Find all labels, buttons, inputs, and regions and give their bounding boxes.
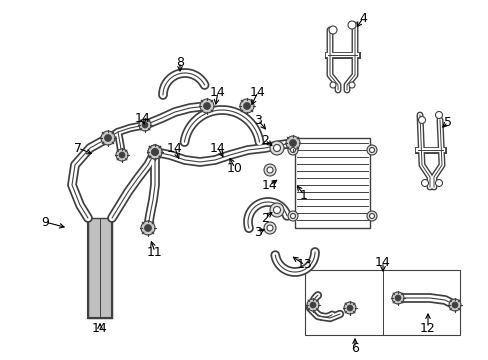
- Circle shape: [451, 302, 457, 308]
- Circle shape: [343, 302, 355, 314]
- Circle shape: [148, 145, 162, 159]
- Circle shape: [309, 302, 315, 308]
- Circle shape: [289, 140, 296, 147]
- Circle shape: [200, 99, 214, 113]
- Circle shape: [142, 122, 148, 128]
- Bar: [88, 218, 112, 318]
- Text: 11: 11: [147, 246, 163, 258]
- Circle shape: [329, 82, 335, 88]
- Text: 13: 13: [297, 258, 312, 271]
- Circle shape: [264, 164, 275, 176]
- Text: 14: 14: [374, 256, 390, 269]
- Circle shape: [285, 136, 299, 150]
- Text: 8: 8: [176, 55, 183, 68]
- Text: 2: 2: [261, 212, 268, 225]
- Circle shape: [328, 26, 336, 34]
- Text: 12: 12: [419, 321, 435, 334]
- Circle shape: [394, 295, 400, 301]
- Text: 14: 14: [210, 86, 225, 99]
- Circle shape: [346, 305, 352, 311]
- Text: 5: 5: [443, 116, 451, 129]
- Circle shape: [348, 82, 354, 88]
- Circle shape: [369, 213, 374, 219]
- Bar: [305, 270, 459, 335]
- Circle shape: [266, 167, 272, 173]
- Text: 14: 14: [167, 141, 183, 154]
- Text: 1: 1: [300, 189, 307, 202]
- Circle shape: [287, 145, 297, 155]
- Text: 4: 4: [358, 12, 366, 24]
- Circle shape: [290, 148, 295, 153]
- Circle shape: [391, 292, 403, 304]
- Text: 14: 14: [262, 179, 277, 192]
- Circle shape: [347, 21, 355, 29]
- Circle shape: [144, 225, 151, 231]
- Circle shape: [287, 211, 297, 221]
- Text: 3: 3: [254, 113, 262, 126]
- Text: 10: 10: [226, 162, 243, 175]
- Circle shape: [418, 117, 425, 123]
- Circle shape: [141, 221, 155, 235]
- Bar: [294, 138, 369, 228]
- Circle shape: [139, 119, 151, 131]
- Circle shape: [290, 213, 295, 219]
- Circle shape: [264, 222, 275, 234]
- Circle shape: [104, 135, 111, 141]
- Circle shape: [273, 144, 280, 152]
- Circle shape: [273, 207, 280, 213]
- Circle shape: [369, 148, 374, 153]
- Circle shape: [435, 180, 442, 186]
- Circle shape: [119, 152, 125, 158]
- Text: 14: 14: [92, 321, 108, 334]
- Text: 3: 3: [254, 225, 262, 239]
- Circle shape: [240, 99, 253, 113]
- Circle shape: [269, 203, 284, 217]
- Circle shape: [243, 103, 250, 109]
- Text: 14: 14: [250, 86, 265, 99]
- Text: 7: 7: [74, 141, 82, 154]
- Circle shape: [148, 145, 162, 159]
- Circle shape: [266, 225, 272, 231]
- Text: 14: 14: [135, 112, 151, 125]
- Circle shape: [366, 211, 376, 221]
- Text: 6: 6: [350, 342, 358, 355]
- Circle shape: [366, 145, 376, 155]
- Circle shape: [116, 149, 128, 161]
- Circle shape: [448, 299, 460, 311]
- Circle shape: [435, 112, 442, 118]
- Text: 14: 14: [210, 141, 225, 154]
- Text: 2: 2: [261, 134, 268, 147]
- Text: 9: 9: [41, 216, 49, 229]
- Circle shape: [269, 141, 284, 155]
- Circle shape: [306, 299, 318, 311]
- Circle shape: [101, 131, 115, 145]
- Circle shape: [203, 103, 210, 109]
- Circle shape: [151, 149, 158, 156]
- Circle shape: [421, 180, 427, 186]
- Circle shape: [151, 149, 158, 156]
